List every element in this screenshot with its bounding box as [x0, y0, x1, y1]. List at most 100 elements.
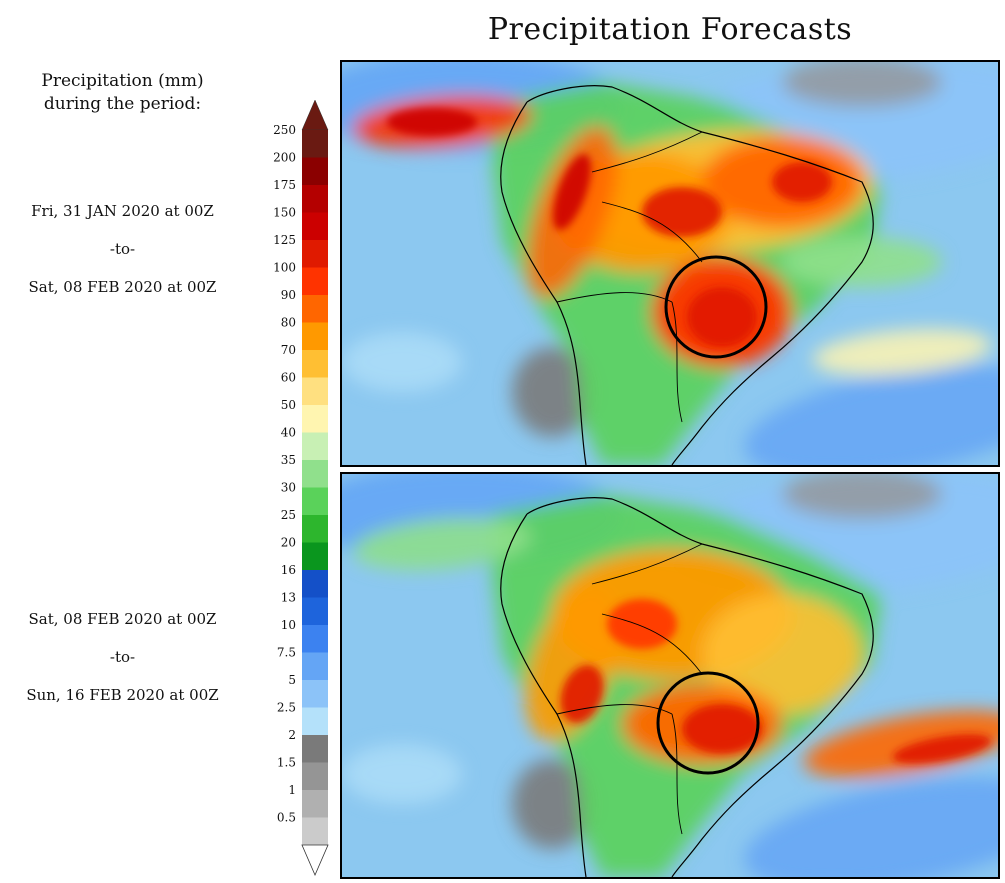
west-coastline [500, 101, 587, 465]
colorbar-swatch [302, 295, 328, 323]
colorbar-tick-label: 0.5 [277, 811, 296, 825]
colorbar-swatch [302, 130, 328, 158]
precip-cell [772, 162, 832, 202]
colorbar-swatch [302, 432, 328, 460]
precip-cell [342, 332, 462, 392]
map-period-1 [340, 60, 1000, 467]
legend-title-line1: Precipitation (mm) [41, 71, 204, 91]
highlight-circle [656, 671, 760, 775]
colorbar-swatch [302, 487, 328, 515]
precip-cell [744, 365, 998, 465]
colorbar-tick-label: 175 [273, 178, 296, 192]
precip-cell [682, 704, 762, 754]
colorbar-tick-label: 200 [273, 151, 296, 165]
colorbar-tick-label: 150 [273, 206, 296, 220]
precip-cell [892, 734, 992, 764]
colorbar-swatch [302, 735, 328, 763]
precipitation-colorbar: 2502001751501251009080706050403530252016… [273, 99, 329, 877]
precip-cell [342, 744, 462, 804]
colorbar-tick-label: 10 [281, 618, 296, 632]
colorbar-swatch [302, 790, 328, 818]
country-borders [556, 543, 703, 835]
colorbar-swatch [302, 185, 328, 213]
precip-cell [352, 517, 532, 571]
chart-title: Precipitation Forecasts [487, 12, 853, 47]
colorbar-tick-label: 250 [273, 123, 296, 137]
precip-field [342, 474, 998, 877]
period-1-start: Fri, 31 JAN 2020 at 00Z [31, 202, 214, 220]
colorbar-swatch [302, 377, 328, 405]
period-1-end: Sat, 08 FEB 2020 at 00Z [28, 278, 217, 296]
colorbar-swatch [302, 817, 328, 845]
colorbar-tick-label: 20 [281, 536, 296, 550]
colorbar-tick-label: 16 [281, 563, 296, 577]
precip-cell [560, 664, 604, 724]
colorbar-tick-label: 70 [281, 343, 296, 357]
map-period-2 [340, 472, 1000, 879]
period-1-label: Fri, 31 JAN 2020 at 00Z -to- Sat, 08 FEB… [10, 192, 235, 306]
precip-cell [782, 474, 942, 519]
colorbar-tick-label: 60 [281, 371, 296, 385]
colorbar-swatch [302, 240, 328, 268]
period-2-sep: -to- [109, 648, 136, 666]
colorbar-tick-label: 100 [273, 261, 296, 275]
colorbar-tick-label: 5 [288, 673, 296, 687]
colorbar-tick-label: 80 [281, 316, 296, 330]
country-borders [556, 131, 703, 423]
precip-cell [642, 187, 722, 237]
colorbar-swatch [302, 762, 328, 790]
colorbar-swatch [302, 460, 328, 488]
precip-cell [512, 759, 592, 849]
precip-cell [702, 594, 862, 714]
coastline-borders [500, 85, 874, 465]
precip-cell [744, 777, 998, 877]
colorbar-swatch [302, 212, 328, 240]
colorbar-top-arrow [301, 99, 329, 131]
colorbar-tick-label: 125 [273, 233, 296, 247]
colorbar-swatch [302, 625, 328, 653]
coastline-borders [500, 497, 874, 877]
colorbar-tick-label: 40 [281, 426, 296, 440]
colorbar-swatch [302, 322, 328, 350]
precip-cell [803, 710, 998, 778]
precip-detail [560, 599, 992, 764]
colorbar-tick-label: 35 [281, 453, 296, 467]
precip-detail [387, 108, 832, 347]
precip-cell [607, 599, 677, 649]
colorbar-swatch [302, 680, 328, 708]
map-period-2-canvas [342, 474, 998, 877]
legend-title: Precipitation (mm) during the period: [10, 70, 235, 116]
colorbar-tick-label: 25 [281, 508, 296, 522]
colorbar-swatch [302, 597, 328, 625]
period-2-label: Sat, 08 FEB 2020 at 00Z -to- Sun, 16 FEB… [10, 600, 235, 714]
precip-cell [512, 347, 592, 437]
colorbar-swatch [302, 515, 328, 543]
colorbar-swatch [302, 707, 328, 735]
period-1-sep: -to- [109, 240, 136, 258]
colorbar-bottom-arrow [301, 844, 329, 877]
east-coastline [526, 85, 874, 465]
west-coastline [500, 513, 587, 877]
colorbar-swatch [302, 350, 328, 378]
precip-cell [812, 328, 992, 376]
colorbar-tick-label: 7.5 [277, 646, 296, 660]
colorbar-swatch [302, 570, 328, 598]
precip-cell [387, 108, 477, 136]
colorbar-swatch [302, 267, 328, 295]
east-coastline [526, 497, 874, 877]
colorbar-tick-label: 50 [281, 398, 296, 412]
legend-title-line2: during the period: [43, 94, 202, 114]
colorbar-tick-label: 2 [288, 728, 296, 742]
colorbar-tick-label: 30 [281, 481, 296, 495]
precip-cell [782, 62, 942, 107]
colorbar-swatch [302, 652, 328, 680]
colorbar-swatch [302, 542, 328, 570]
colorbar-swatch [302, 157, 328, 185]
map-period-1-canvas [342, 62, 998, 465]
colorbar-tick-label: 1 [288, 783, 296, 797]
colorbar-tick-label: 90 [281, 288, 296, 302]
highlight-circle [664, 255, 768, 359]
colorbar-tick-label: 2.5 [277, 701, 296, 715]
precip-cell [687, 287, 757, 347]
precip-cell [553, 154, 591, 230]
